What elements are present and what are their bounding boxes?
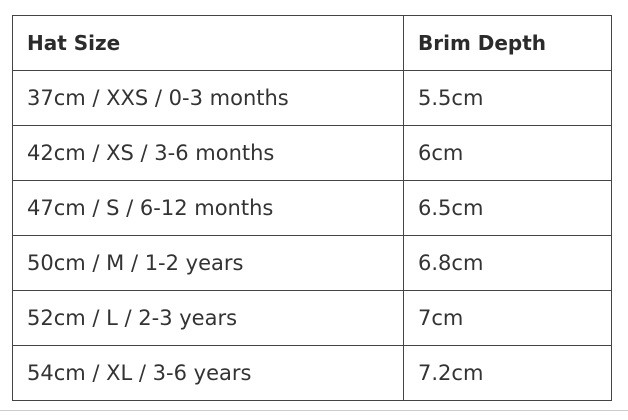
table-cell: 6.5cm (403, 180, 612, 236)
table-row: 52cm / L / 2-3 years 7cm (12, 290, 612, 346)
table-row: 37cm / XXS / 0-3 months 5.5cm (12, 70, 612, 126)
table-cell: 6.8cm (403, 235, 612, 291)
table-body: 37cm / XXS / 0-3 months 5.5cm 42cm / XS / … (12, 70, 612, 401)
size-table: Hat Size Brim Depth 37cm / XXS / 0-3 mon… (12, 15, 612, 401)
table-row: 50cm / M / 1-2 years 6.8cm (12, 235, 612, 291)
table-cell: 6cm (403, 125, 612, 181)
table-row: 42cm / XS / 3-6 months 6cm (12, 125, 612, 181)
table-cell: 54cm / XL / 3-6 years (12, 345, 404, 401)
table-row: 54cm / XL / 3-6 years 7.2cm (12, 345, 612, 401)
divider (0, 410, 628, 411)
table-cell: 52cm / L / 2-3 years (12, 290, 404, 346)
table-cell: 47cm / S / 6-12 months (12, 180, 404, 236)
table-row: 47cm / S / 6-12 months 6.5cm (12, 180, 612, 236)
header-cell: Brim Depth (403, 15, 612, 71)
table-cell: 7.2cm (403, 345, 612, 401)
header-cell: Hat Size (12, 15, 404, 71)
table-header: Hat Size Brim Depth (12, 15, 612, 71)
table-cell: 5.5cm (403, 70, 612, 126)
table-cell: 42cm / XS / 3-6 months (12, 125, 404, 181)
table-cell: 50cm / M / 1-2 years (12, 235, 404, 291)
header-row: Hat Size Brim Depth (12, 15, 612, 71)
table-cell: 37cm / XXS / 0-3 months (12, 70, 404, 126)
table-cell: 7cm (403, 290, 612, 346)
